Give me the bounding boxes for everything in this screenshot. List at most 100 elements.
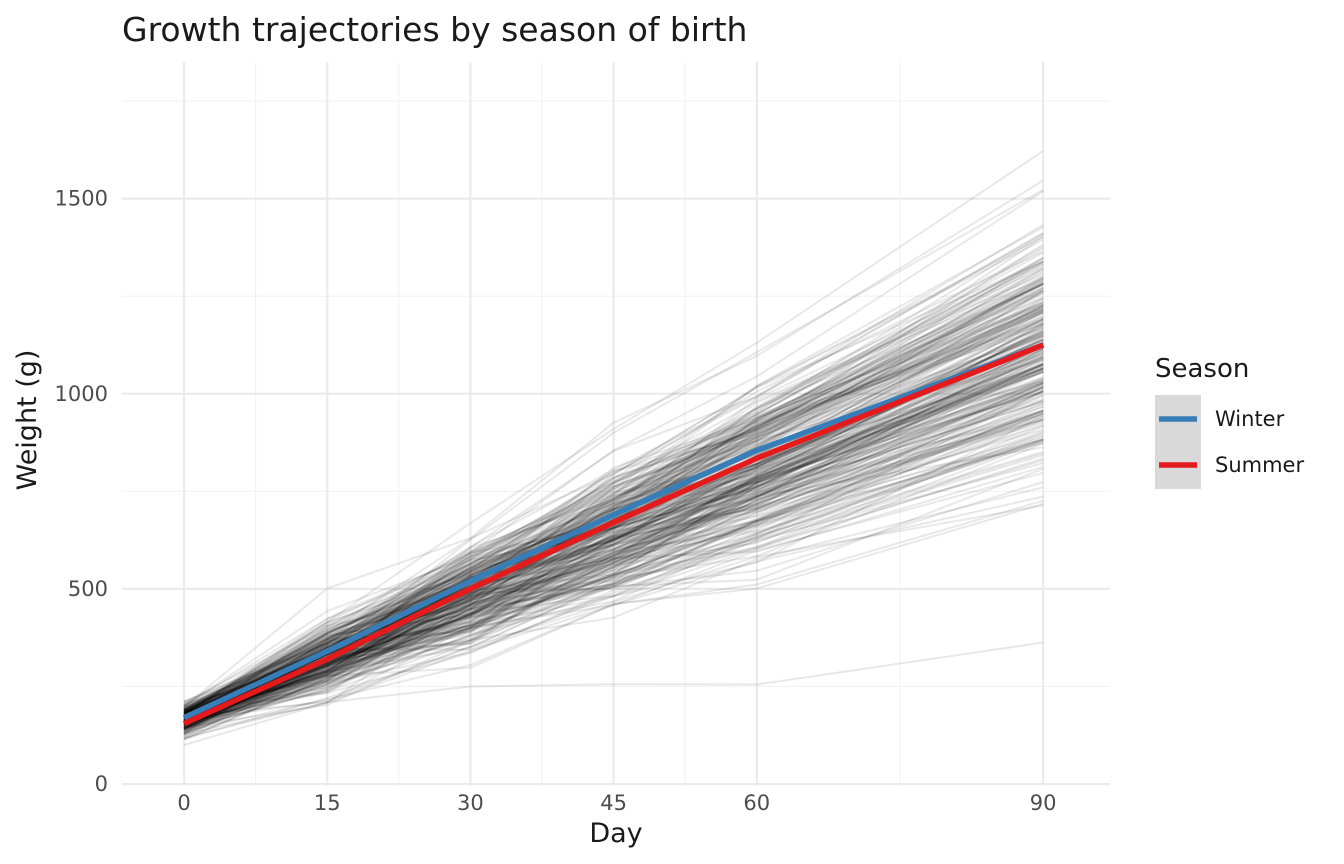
individual-trajectory [183, 359, 1044, 725]
individual-trajectory [183, 465, 1044, 715]
individual-trajectory [183, 441, 1044, 729]
individual-trajectory [183, 438, 1044, 725]
individual-trajectory [183, 275, 1044, 734]
individual-trajectory [183, 425, 1044, 740]
individual-trajectory [183, 486, 1044, 728]
individual-trajectory [183, 459, 1044, 712]
individual-trajectory [183, 371, 1044, 730]
legend-label-summer: Summer [1215, 453, 1304, 477]
individual-trajectory [183, 330, 1044, 721]
individual-trajectory [183, 356, 1044, 722]
individual-trajectory [183, 366, 1044, 730]
individual-trajectory [183, 433, 1044, 740]
individual-trajectory [183, 400, 1044, 726]
x-tick-label: 45 [600, 791, 627, 815]
individual-trajectory [183, 641, 1044, 717]
individual-trajectory [183, 349, 1044, 725]
individual-trajectory [183, 405, 1044, 721]
individual-trajectory [183, 262, 1044, 712]
individual-trajectory [183, 286, 1044, 729]
individual-trajectory [183, 504, 1044, 723]
individual-trajectory [183, 399, 1044, 714]
individual-trajectory [183, 283, 1044, 713]
individual-trajectory [183, 418, 1044, 722]
season-series [182, 342, 1045, 727]
individual-trajectory [183, 190, 1044, 711]
individual-trajectory [183, 429, 1044, 729]
individual-trajectory [183, 363, 1044, 722]
legend-title: Season [1155, 354, 1249, 384]
individual-trajectory [183, 392, 1044, 724]
individual-trajectory [183, 452, 1044, 729]
y-tick-label: 1000 [55, 382, 108, 406]
individual-trajectory [183, 260, 1044, 716]
individual-trajectory [183, 410, 1044, 725]
legend-key-background [1155, 395, 1201, 489]
individual-trajectory [183, 412, 1044, 704]
individual-trajectory [183, 382, 1044, 711]
x-tick-label: 30 [457, 791, 484, 815]
individual-trajectory [183, 450, 1044, 731]
individual-trajectory [183, 345, 1044, 724]
individual-trajectory [183, 382, 1044, 741]
individual-trajectory [183, 278, 1044, 716]
individual-trajectory [183, 301, 1044, 716]
individual-trajectory [183, 398, 1044, 727]
individual-trajectory [183, 367, 1044, 735]
individual-trajectory [183, 319, 1044, 717]
individual-trajectory [183, 368, 1044, 734]
individual-trajectory [183, 405, 1044, 722]
grid [122, 62, 1110, 786]
individual-trajectory [183, 341, 1044, 736]
individual-trajectory [183, 339, 1044, 716]
individual-trajectory [183, 344, 1044, 720]
individual-trajectory [183, 385, 1044, 726]
individual-trajectory [183, 424, 1044, 729]
individual-trajectory [183, 434, 1044, 724]
individual-trajectory [183, 289, 1044, 710]
individual-trajectory [183, 435, 1044, 722]
individual-trajectory [183, 232, 1044, 710]
individual-trajectory [183, 385, 1044, 724]
individual-trajectory [183, 410, 1044, 728]
individual-trajectory [183, 328, 1044, 721]
individual-trajectory [183, 408, 1044, 720]
individual-trajectory [183, 502, 1044, 733]
individual-trajectory [183, 348, 1044, 727]
individual-trajectory [183, 402, 1044, 725]
individual-trajectory [183, 471, 1044, 746]
individual-trajectory [183, 442, 1044, 716]
individual-trajectory [183, 150, 1044, 716]
individual-trajectory [183, 326, 1044, 705]
individual-trajectory [183, 356, 1044, 708]
individual-trajectory [183, 223, 1044, 715]
individual-trajectory [183, 257, 1044, 713]
individual-trajectory [183, 428, 1044, 711]
individual-trajectory [183, 292, 1044, 713]
individual-trajectory [183, 350, 1044, 726]
individual-trajectory [183, 439, 1044, 728]
individual-trajectory [183, 343, 1044, 722]
y-axis-ticks: 0 500 1000 1500 [55, 187, 108, 796]
individual-trajectory [183, 416, 1044, 713]
individual-trajectory [183, 368, 1044, 720]
individual-trajectory [183, 282, 1044, 715]
individual-trajectory [183, 307, 1044, 735]
individual-trajectory [183, 402, 1044, 723]
individual-trajectory [183, 457, 1044, 727]
individual-trajectory [183, 283, 1044, 727]
individual-trajectory [183, 309, 1044, 725]
individual-trajectory [183, 349, 1044, 726]
individual-trajectory [183, 415, 1044, 717]
individual-trajectory [183, 334, 1044, 730]
legend: Season Winter Summer [1155, 354, 1304, 489]
individual-trajectory [183, 281, 1044, 734]
individual-trajectory [183, 332, 1044, 738]
individual-trajectory [183, 330, 1044, 722]
individual-trajectory [183, 467, 1044, 731]
individual-trajectory [183, 319, 1044, 728]
individual-trajectory [183, 266, 1044, 731]
individual-trajectory [183, 355, 1044, 712]
individual-trajectory [183, 414, 1044, 721]
